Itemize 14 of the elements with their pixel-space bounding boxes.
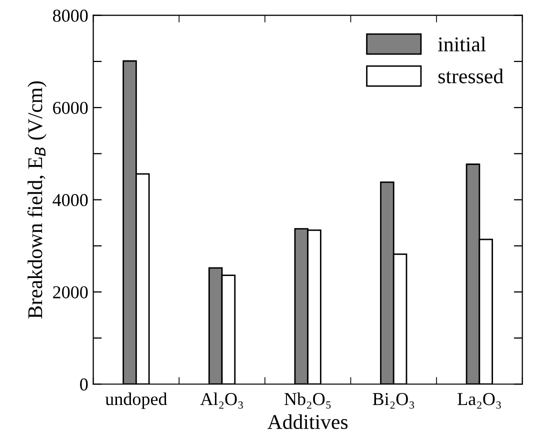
y-tick-label: 6000: [53, 102, 88, 114]
y-tick-label: 4000: [52, 194, 88, 206]
legend-label: stressed: [438, 68, 504, 84]
y-tick-label: 0: [80, 378, 88, 391]
x-tick-label: undoped: [105, 392, 168, 409]
y-tick-label: 2000: [53, 286, 88, 298]
legend-label: initial: [438, 36, 486, 52]
x-tick-label: La₂O₃: [458, 393, 501, 409]
y-axis-title: Breakdown field, E$_{B}$ (V/cm): [27, 81, 46, 319]
x-tick-label: Bi₂O₃: [372, 393, 414, 409]
x-axis-title: Additives: [268, 414, 348, 430]
x-tick-label: Al₂O₃: [200, 392, 243, 409]
x-tick-label: Nb₂O₅: [284, 392, 331, 409]
y-tick-label: 8000: [52, 10, 88, 22]
